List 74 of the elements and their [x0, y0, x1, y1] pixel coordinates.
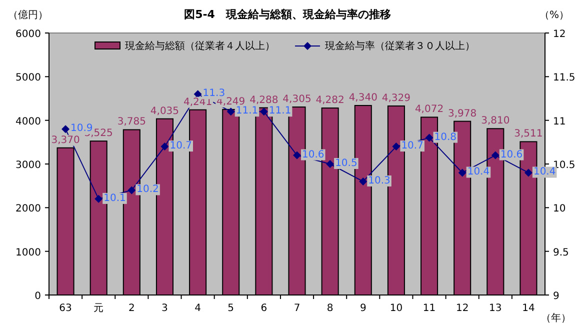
data-label: 11.1 — [236, 106, 258, 117]
data-label: 4,329 — [382, 92, 411, 104]
y-tick-label: 5000 — [16, 72, 41, 84]
point — [392, 142, 400, 151]
x-tick-label: 7 — [294, 303, 300, 314]
point — [260, 108, 268, 116]
point — [425, 134, 434, 142]
x-tick-label: 11 — [422, 303, 436, 314]
x-tick-label: 13 — [489, 303, 502, 314]
x-tick-label: 10 — [390, 303, 403, 314]
point — [160, 142, 169, 151]
y-tick-label: 1000 — [16, 247, 41, 258]
y2-tick-label: 9.5 — [553, 247, 569, 258]
y2-axis-title: （%） — [539, 10, 569, 21]
y-tick-label: 3000 — [16, 160, 41, 171]
point — [62, 125, 70, 134]
x-tick-label: 14 — [522, 303, 535, 314]
point — [128, 186, 136, 194]
data-label: 4,305 — [282, 94, 312, 106]
x-tick-label: 2 — [128, 303, 135, 314]
x-tick-label: 5 — [228, 303, 234, 314]
data-label: 10.3 — [368, 175, 390, 186]
data-label: 10.2 — [136, 184, 159, 196]
x-tick-label: 3 — [162, 303, 168, 314]
data-label: 10.6 — [302, 149, 324, 160]
point — [491, 151, 500, 160]
data-label: 4,282 — [316, 95, 344, 106]
x-tick-label: 8 — [326, 303, 334, 314]
x-tick-label: 4 — [194, 303, 201, 314]
point — [226, 108, 235, 116]
point — [94, 194, 103, 203]
data-label: 10.8 — [434, 132, 457, 143]
point — [293, 151, 301, 160]
x-tick-label: 6 — [260, 303, 268, 314]
y-tick-label: 2000 — [16, 204, 41, 215]
data-label: 10.7 — [401, 140, 424, 152]
y2-tick-label: 11.5 — [553, 72, 575, 84]
data-label: 11.1 — [268, 106, 292, 117]
data-label: 10.6 — [500, 149, 523, 160]
data-label: 10.5 — [335, 158, 358, 169]
data-label: 4,288 — [250, 94, 278, 106]
point — [458, 168, 466, 177]
data-label: 4,072 — [414, 104, 444, 116]
point — [359, 177, 368, 186]
data-label: 4,340 — [348, 92, 378, 104]
legend-label: 現金給与総額（従業者４人以上） — [125, 40, 275, 52]
y2-tick-label: 10 — [553, 204, 566, 215]
data-label: 3,810 — [481, 116, 510, 127]
data-label: 10.7 — [170, 140, 192, 152]
data-label: 3,978 — [448, 108, 477, 120]
y2-tick-label: 11 — [553, 116, 566, 128]
data-label: 10.4 — [533, 166, 556, 178]
data-label: 3,370 — [51, 134, 80, 146]
y-axis-title: （億円） — [8, 9, 48, 21]
y-tick-label: 0 — [34, 291, 41, 302]
data-label: 11.3 — [202, 88, 226, 100]
x-tick-label: 9 — [360, 303, 366, 314]
y-tick-label: 6000 — [16, 29, 41, 40]
x-tick-label: 元 — [94, 303, 104, 314]
data-label: 10.1 — [104, 192, 126, 204]
x-tick-label: 12 — [456, 303, 469, 314]
point — [524, 168, 532, 177]
data-label: 4,035 — [150, 106, 180, 117]
y-tick-label: 4000 — [16, 116, 41, 128]
data-label: 3,785 — [117, 116, 146, 128]
data-label: 10.4 — [467, 166, 490, 178]
y2-tick-label: 12 — [553, 29, 566, 40]
x-axis-title: （年） — [541, 312, 571, 323]
point — [326, 160, 334, 168]
x-tick-label: 63 — [59, 303, 72, 314]
chart-title: 図5-4 現金給与総額、現金給与率の推移 — [184, 8, 391, 21]
legend-label: 現金給与率（従業者３０人以上） — [325, 40, 475, 52]
y2-tick-label: 9 — [553, 291, 560, 302]
data-label: 3,511 — [514, 128, 543, 140]
